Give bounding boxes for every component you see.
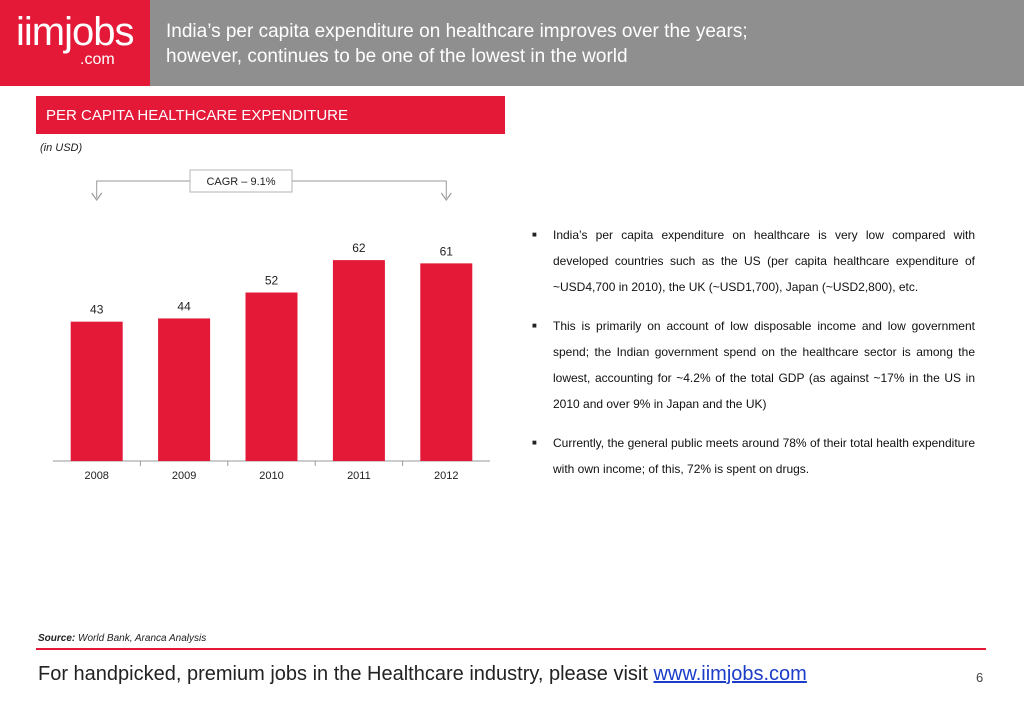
cagr-bracket-left <box>96 180 190 198</box>
bar-2011 <box>332 260 385 461</box>
source-text: World Bank, Aranca Analysis <box>75 633 207 644</box>
logo-suffix: .com <box>80 51 115 68</box>
bullet-text: Currently, the general public meets arou… <box>553 436 975 476</box>
bullet-text: India’s per capita expenditure on health… <box>553 228 975 294</box>
data-label-2008: 43 <box>90 303 104 317</box>
cagr-arrow-down-icon <box>91 192 103 202</box>
bullet-item: ■ This is primarily on account of low dis… <box>532 313 975 417</box>
cagr-box <box>189 169 293 193</box>
square-bullet-icon: ■ <box>532 230 537 239</box>
footer-link[interactable]: www.iimjobs.com <box>653 663 807 685</box>
unit-label: (in USD) <box>40 142 83 154</box>
x-tick-label: 2008 <box>84 470 108 482</box>
slide-title-line-1: India’s per capita expenditure on health… <box>166 21 748 42</box>
brand-logo[interactable]: iimjobs .com <box>0 0 150 86</box>
square-bullet-icon: ■ <box>532 438 537 447</box>
footer-message: For handpicked, premium jobs in the Heal… <box>38 663 654 685</box>
bar-2012 <box>420 263 473 461</box>
footer-text: For handpicked, premium jobs in the Heal… <box>38 663 807 686</box>
source-note: Source: World Bank, Aranca Analysis <box>38 633 206 644</box>
square-bullet-icon: ■ <box>532 321 537 330</box>
logo-wordmark: iimjobs <box>16 10 134 54</box>
bar-2010 <box>245 292 298 461</box>
cagr-arrow-down-icon <box>440 192 452 202</box>
section-title: PER CAPITA HEALTHCARE EXPENDITURE <box>46 107 349 124</box>
x-tick-label: 2012 <box>434 470 458 482</box>
x-tick-label: 2009 <box>172 470 196 482</box>
header-bar <box>0 0 1024 86</box>
cagr-label: CAGR – 9.1% <box>206 176 275 188</box>
source-label: Source: <box>38 633 76 644</box>
bar-2008 <box>70 321 123 461</box>
bullet-item: ■ Currently, the general public meets aro… <box>532 430 975 482</box>
data-label-2012: 61 <box>440 244 454 258</box>
x-tick-label: 2011 <box>347 470 371 482</box>
cagr-bracket-right <box>292 180 447 198</box>
bar-2009 <box>158 318 211 461</box>
section-header-bar <box>36 96 505 134</box>
x-tick-label: 2010 <box>259 470 283 482</box>
bullet-item: ■ India’s per capita expenditure on healt… <box>532 222 975 300</box>
page-number: 6 <box>976 670 984 685</box>
data-label-2010: 52 <box>265 274 279 288</box>
bullet-text: This is primarily on account of low disp… <box>553 319 975 411</box>
bullet-list: ■ India’s per capita expenditure on healt… <box>532 222 975 495</box>
data-label-2011: 62 <box>352 241 366 255</box>
slide-title-line-2: however, continues to be one of the lowe… <box>166 46 628 67</box>
footer-divider <box>36 648 986 650</box>
data-label-2009: 44 <box>177 299 191 313</box>
